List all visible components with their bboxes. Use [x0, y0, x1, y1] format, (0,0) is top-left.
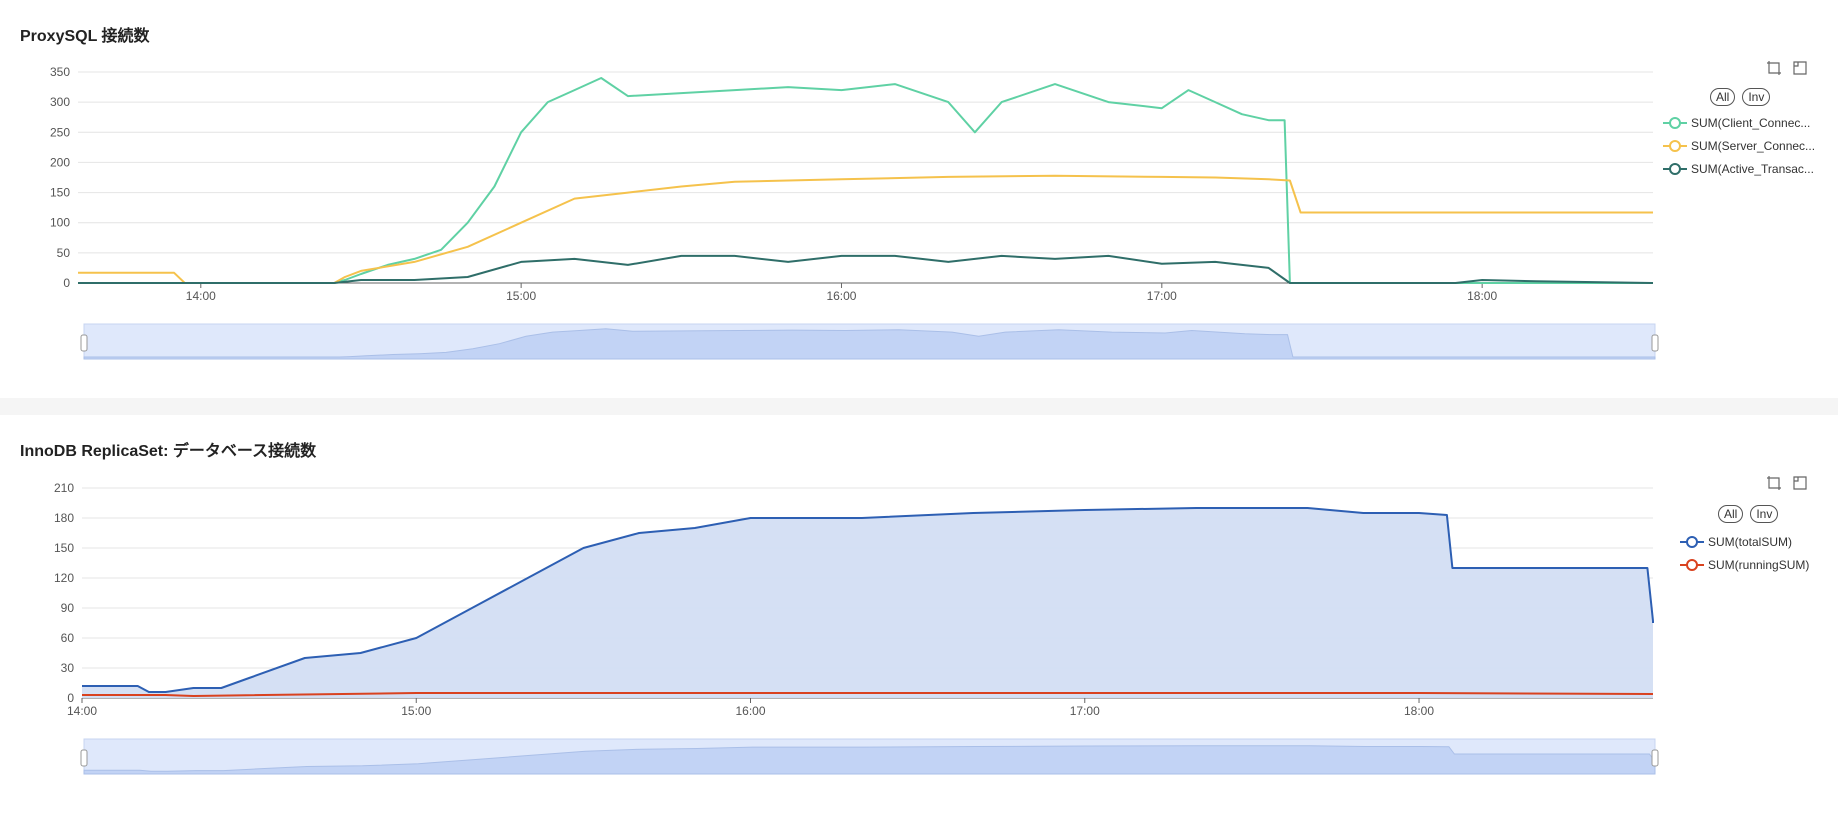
- proxysql-chart[interactable]: 0 50 100 150 200 250 300 350 14:00 15:00 16:00 17:0…: [0, 0, 1838, 398]
- legend-label: SUM(runningSUM): [1708, 557, 1810, 572]
- legend-label: SUM(totalSUM): [1708, 534, 1793, 549]
- y-tick-label: 210: [54, 481, 74, 495]
- y-tick-label: 200: [50, 155, 70, 169]
- legend-all-button[interactable]: All: [1718, 505, 1744, 523]
- legend-label: SUM(Client_Connec...: [1691, 115, 1811, 130]
- chart-legend: SUM(totalSUM) SUM(runningSUM): [1680, 530, 1809, 576]
- y-tick-label: 250: [50, 125, 70, 139]
- legend-item[interactable]: SUM(runningSUM): [1680, 553, 1809, 576]
- legend-all-button[interactable]: All: [1710, 88, 1736, 106]
- legend-label: SUM(Active_Transac...: [1691, 161, 1814, 176]
- legend-buttons: All Inv: [1718, 505, 1779, 523]
- y-tick-label: 0: [63, 276, 70, 290]
- series-line: [78, 77, 1653, 284]
- legend-item[interactable]: SUM(Client_Connec...: [1663, 111, 1815, 134]
- zoom-handle-left[interactable]: [80, 749, 88, 767]
- x-tick-label: 17:00: [1070, 704, 1100, 718]
- legend-inv-button[interactable]: Inv: [1750, 505, 1779, 523]
- legend-item[interactable]: SUM(totalSUM): [1680, 530, 1809, 553]
- x-tick-label: 14:00: [67, 704, 97, 718]
- series-area: [82, 508, 1653, 698]
- zoom-handle-right[interactable]: [1651, 749, 1659, 767]
- zoom-reset-icon[interactable]: [1792, 475, 1808, 491]
- innodb-chart[interactable]: 0 30 60 90 120 150 180 210 14:00 15:00 16:00 17:00 1…: [0, 415, 1838, 815]
- y-tick-label: 100: [50, 216, 70, 230]
- x-tick-label: 16:00: [735, 704, 765, 718]
- zoom-reset-icon[interactable]: [1792, 60, 1808, 76]
- legend-marker-icon: [1663, 116, 1687, 129]
- x-tick-label: 17:00: [1147, 289, 1177, 303]
- panel-title: ProxySQL 接続数: [20, 28, 150, 45]
- y-tick-label: 30: [61, 661, 75, 675]
- chart-legend: SUM(Client_Connec... SUM(Server_Connec..…: [1663, 111, 1815, 180]
- y-tick-label: 150: [50, 186, 70, 200]
- toolbox: [1766, 475, 1808, 491]
- series-line: [78, 254, 1654, 284]
- legend-marker-icon: [1663, 139, 1687, 152]
- y-tick-label: 120: [54, 571, 74, 585]
- legend-marker-icon: [1680, 535, 1704, 548]
- proxysql-panel: ProxySQL 接続数 0 50 100 150 200 250 300 350 14:00 1…: [0, 0, 1838, 398]
- legend-label: SUM(Server_Connec...: [1691, 138, 1816, 153]
- legend-marker-icon: [1663, 162, 1687, 175]
- innodb-panel: InnoDB ReplicaSet: データベース接続数 0 30 60 90 120 1…: [0, 415, 1838, 815]
- series-line: [82, 692, 1654, 697]
- zoom-slider-preview: [83, 745, 1656, 775]
- legend-buttons: All Inv: [1710, 88, 1771, 106]
- x-tick-label: 18:00: [1404, 704, 1434, 718]
- zoom-icon[interactable]: [1766, 475, 1782, 491]
- zoom-slider-preview: [83, 328, 1656, 360]
- y-tick-label: 150: [54, 541, 74, 555]
- x-tick-label: 16:00: [826, 289, 856, 303]
- legend-item[interactable]: SUM(Server_Connec...: [1663, 134, 1815, 157]
- x-tick-label: 15:00: [401, 704, 431, 718]
- zoom-handle-right[interactable]: [1651, 334, 1659, 352]
- legend-marker-icon: [1680, 558, 1704, 571]
- legend-inv-button[interactable]: Inv: [1742, 88, 1771, 106]
- y-tick-label: 50: [57, 246, 71, 260]
- y-tick-label: 350: [50, 65, 70, 79]
- x-tick-label: 15:00: [506, 289, 536, 303]
- y-tick-label: 300: [50, 95, 70, 109]
- series-line: [82, 507, 1654, 693]
- y-tick-label: 180: [54, 511, 74, 525]
- series-line: [78, 174, 1653, 284]
- panel-title: InnoDB ReplicaSet: データベース接続数: [20, 443, 317, 460]
- y-tick-label: 90: [61, 601, 75, 615]
- x-tick-label: 18:00: [1467, 289, 1497, 303]
- y-tick-label: 60: [61, 631, 75, 645]
- zoom-handle-left[interactable]: [80, 334, 88, 352]
- x-tick-label: 14:00: [186, 289, 216, 303]
- zoom-icon[interactable]: [1766, 60, 1782, 76]
- y-tick-label: 0: [67, 691, 74, 705]
- toolbox: [1766, 60, 1808, 76]
- legend-item[interactable]: SUM(Active_Transac...: [1663, 157, 1815, 180]
